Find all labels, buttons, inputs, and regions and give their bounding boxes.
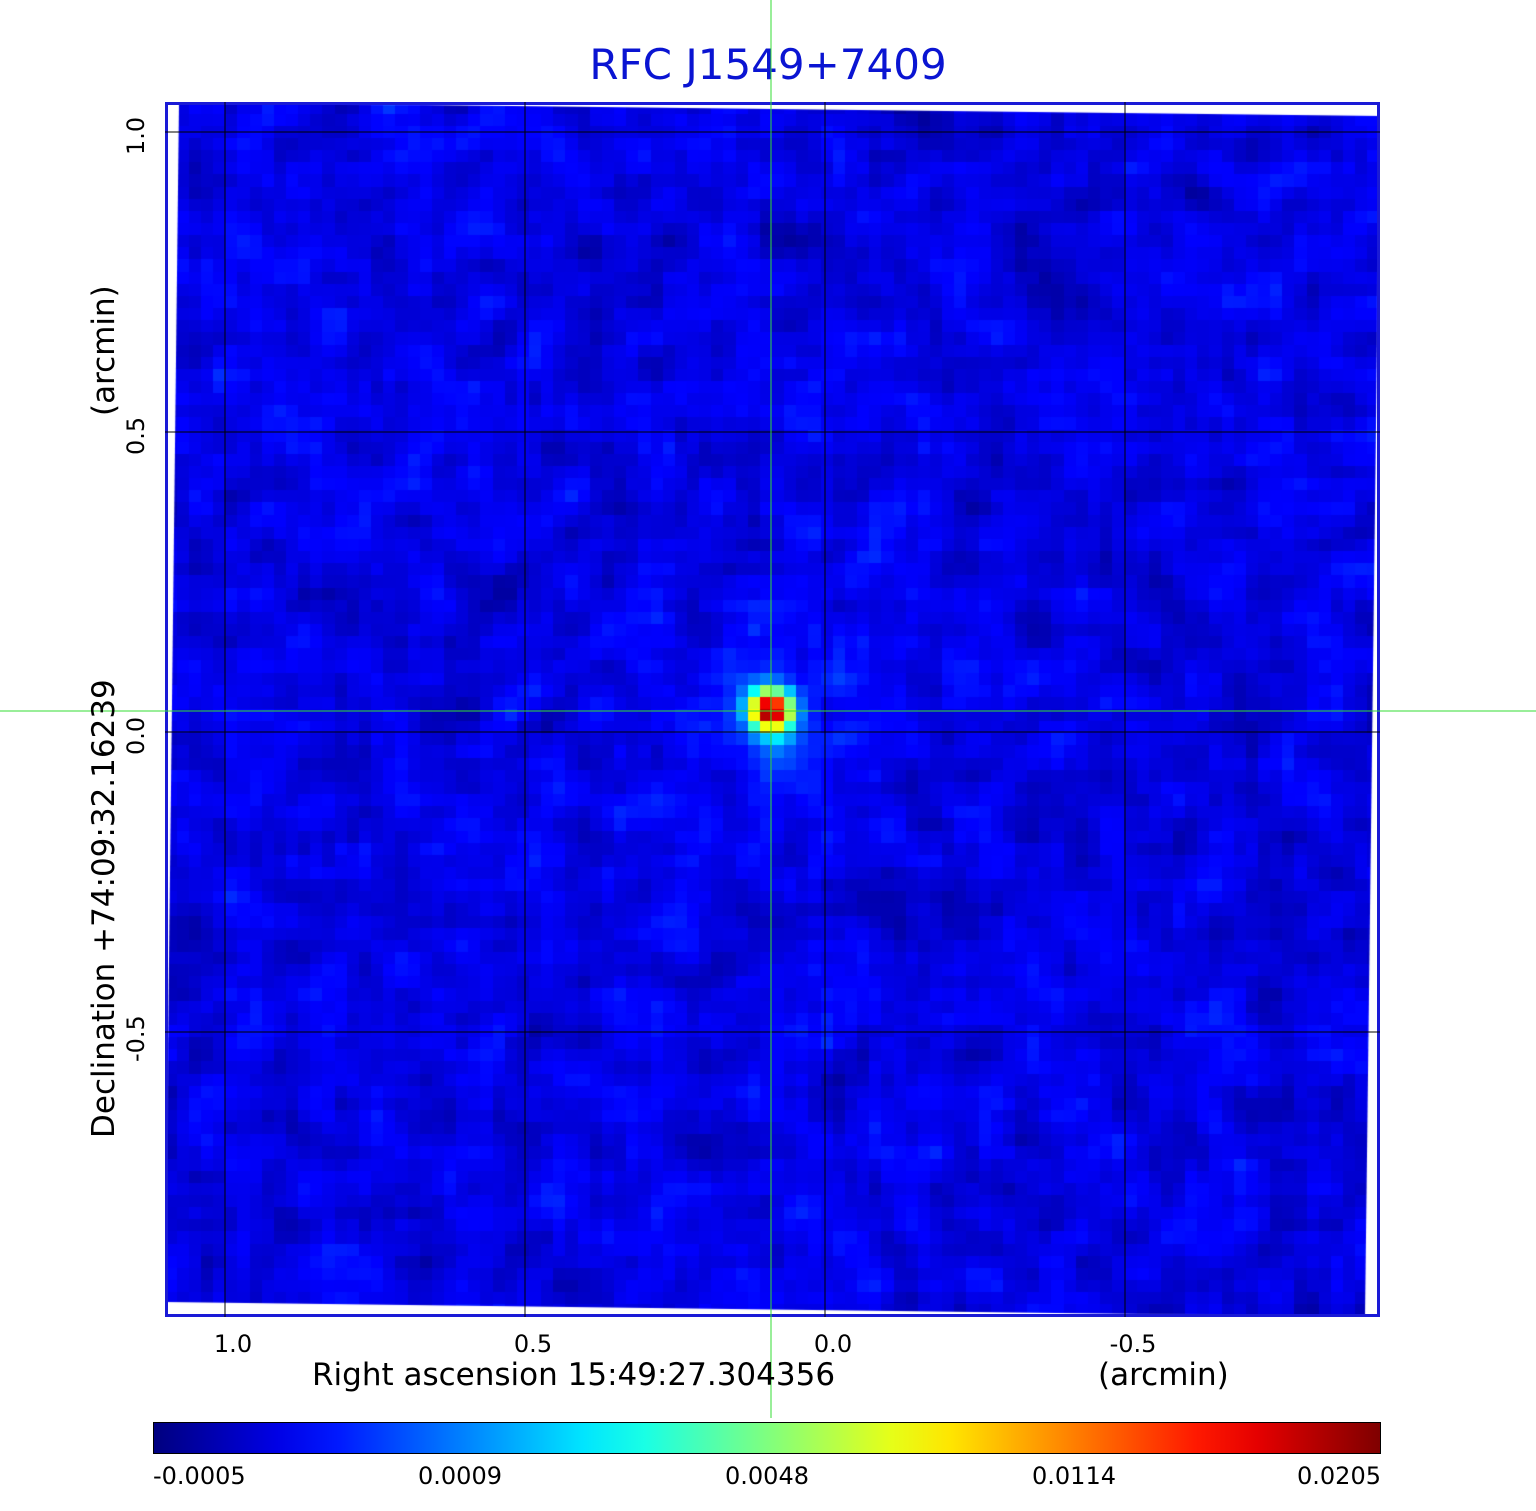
x-tick-label: 1.0 [213,1330,253,1358]
y-axis-unit: (arcmin) [86,285,122,416]
y-axis-label: Declination +74:09:32.16239 [86,679,122,1138]
y-tick-label: -0.5 [122,1015,150,1062]
image-title: RFC J1549+7409 [589,40,947,89]
colorbar-tick-label: 0.0048 [725,1462,809,1490]
x-tick-label: 0.0 [813,1330,853,1358]
x-axis-unit: (arcmin) [1098,1357,1229,1393]
x-axis-label: Right ascension 15:49:27.304356 [312,1357,836,1393]
intensity-image [165,102,1380,1317]
y-tick-label: 0.5 [122,416,150,455]
colorbar-tick-label: -0.0005 [153,1462,246,1490]
x-tick-label: -0.5 [1109,1330,1157,1358]
colorbar [153,1422,1381,1454]
colorbar-tick-label: 0.0205 [1297,1462,1381,1490]
colorbar-tick-label: 0.0009 [418,1462,502,1490]
y-tick-label: 1.0 [122,116,150,155]
x-tick-label: 0.5 [513,1330,553,1358]
y-tick-label: 0.0 [122,716,150,755]
sky-map[interactable] [165,102,1380,1317]
colorbar-tick-label: 0.0114 [1032,1462,1116,1490]
